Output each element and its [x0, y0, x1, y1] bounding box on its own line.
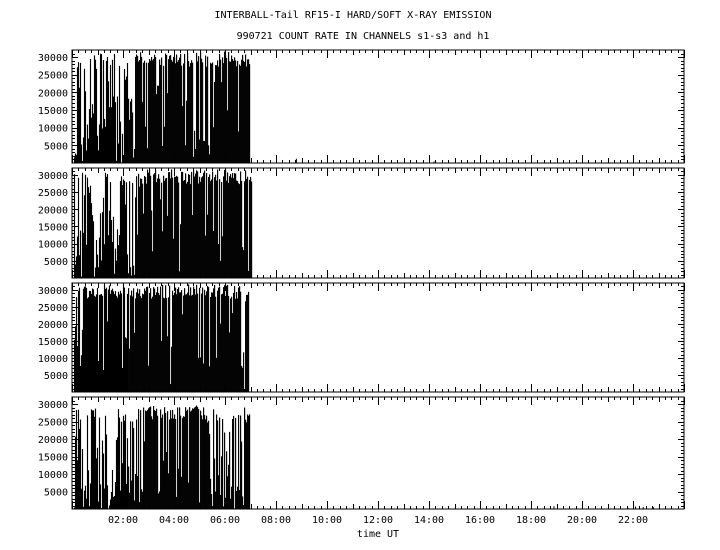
x-tick-label: 18:00 [516, 515, 546, 526]
x-tick-label: 16:00 [465, 515, 495, 526]
y-tick-label: 25000 [38, 71, 68, 82]
chart-panels: 5000 10000 15000 20000 25000 30000 5000 10000 15… [38, 49, 685, 526]
chart-title: INTERBALL-Tail RF15-I HARD/SOFT X-RAY EM… [215, 10, 492, 21]
y-tick-label: 5000 [44, 488, 68, 499]
panel-s2: 5000 10000 15000 20000 25000 30000 [38, 167, 685, 279]
y-tick-label: 30000 [38, 171, 68, 182]
x-tick-label: 08:00 [261, 515, 291, 526]
x-tick-label: 12:00 [363, 515, 393, 526]
y-tick-label: 10000 [38, 240, 68, 251]
y-tick-label: 10000 [38, 354, 68, 365]
x-tick-label: 06:00 [210, 515, 240, 526]
y-tick-label: 30000 [38, 286, 68, 297]
y-tick-label: 5000 [44, 141, 68, 152]
series-s1-bars [73, 51, 251, 163]
y-tick-label: 30000 [38, 53, 68, 64]
x-tick-label: 22:00 [618, 515, 648, 526]
y-tick-label: 20000 [38, 435, 68, 446]
y-tick-label: 15000 [38, 453, 68, 464]
y-tick-label: 10000 [38, 124, 68, 135]
y-tick-label: 25000 [38, 418, 68, 429]
x-tick-label: 04:00 [159, 515, 189, 526]
x-tick-label: 20:00 [567, 515, 597, 526]
x-tick-label: 02:00 [108, 515, 138, 526]
y-tick-label: 30000 [38, 400, 68, 411]
panel-s3: 5000 10000 15000 20000 25000 30000 [38, 282, 685, 393]
y-tick-label: 25000 [38, 188, 68, 199]
y-tick-label: 15000 [38, 106, 68, 117]
x-tick-label: 14:00 [414, 515, 444, 526]
panel-h1: 5000 10000 15000 20000 25000 30000 [38, 396, 685, 510]
y-tick-label: 15000 [38, 337, 68, 348]
y-tick-label: 5000 [44, 257, 68, 268]
series-s2-bars [73, 169, 253, 278]
y-tick-label: 20000 [38, 88, 68, 99]
y-tick-label: 15000 [38, 222, 68, 233]
x-tick-label: 10:00 [312, 515, 342, 526]
panel-s1: 5000 10000 15000 20000 25000 30000 [38, 49, 685, 164]
y-tick-label: 20000 [38, 320, 68, 331]
chart-subtitle: 990721 COUNT RATE IN CHANNELS s1-s3 and … [237, 31, 490, 42]
y-tick-label: 20000 [38, 205, 68, 216]
x-axis-label: time UT [357, 529, 399, 540]
y-tick-label: 25000 [38, 303, 68, 314]
y-tick-label: 5000 [44, 371, 68, 382]
series-h1-bars [73, 405, 251, 509]
y-tick-label: 10000 [38, 470, 68, 481]
series-s3-bars [73, 284, 250, 392]
